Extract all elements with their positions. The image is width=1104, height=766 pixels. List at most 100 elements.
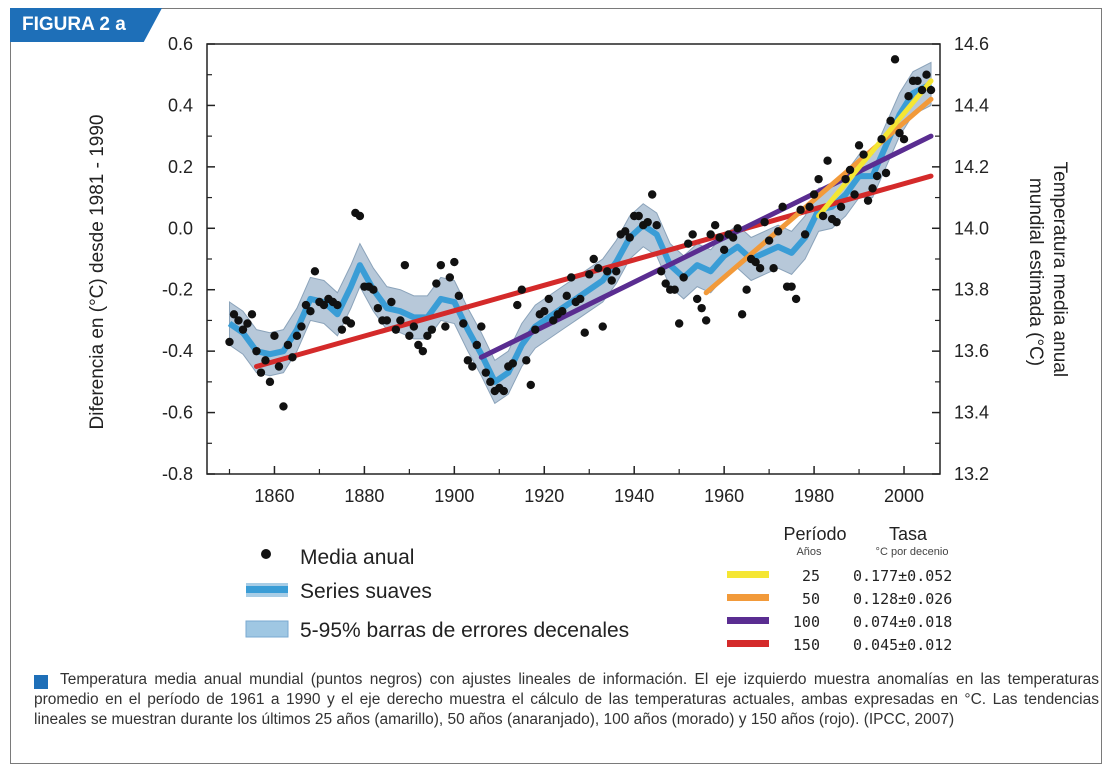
- trend-line-25: [816, 78, 934, 219]
- annual-mean-point: [522, 356, 531, 365]
- smooth-series-layer: [227, 81, 933, 385]
- annual-mean-point: [234, 316, 243, 325]
- x-tick-label: 2000: [884, 486, 924, 506]
- annual-mean-point: [346, 319, 356, 328]
- annual-mean-point: [459, 319, 468, 328]
- annual-mean-point: [468, 362, 477, 371]
- annual-mean-point: [773, 227, 783, 236]
- axis-ticks-layer: 1860 1880 1900 1920 1940 1960 1980 2000 0.6 0.4 0.…: [162, 34, 989, 506]
- annual-mean-point: [719, 245, 729, 254]
- annual-mean-point: [558, 307, 567, 316]
- annual-mean-point: [796, 205, 805, 215]
- annual-mean-point: [805, 202, 814, 211]
- y-tick-label: 0.2: [168, 157, 193, 177]
- rate-value-150: 0.045±0.012: [853, 636, 952, 654]
- annual-mean-point: [728, 233, 738, 242]
- y-tick-label: -0.6: [162, 403, 193, 423]
- y2-tick-label: 14.6: [954, 34, 989, 54]
- annual-mean-point: [697, 303, 706, 313]
- annual-mean-point: [769, 264, 778, 273]
- rate-swatch-50: [727, 594, 769, 601]
- y2-axis-title-line2: mundial estimada (°C): [1025, 178, 1046, 366]
- trend-line-50: [703, 96, 934, 296]
- annual-mean-point: [634, 211, 643, 221]
- annual-mean-point: [472, 340, 482, 350]
- x-tick-label: 1940: [614, 486, 654, 506]
- annual-mean-point: [283, 340, 293, 350]
- y2-tick-label: 14.0: [954, 218, 989, 238]
- annual-mean-point: [486, 377, 495, 387]
- rates-sub-rate: °C por decenio: [876, 546, 949, 558]
- annual-mean-point: [886, 116, 895, 125]
- annual-mean-point: [481, 368, 491, 377]
- annual-mean-point: [562, 291, 571, 301]
- y-tick-label: 0.4: [168, 95, 193, 115]
- annual-mean-point: [369, 285, 378, 294]
- annual-mean-point: [580, 328, 589, 337]
- annual-mean-point: [414, 340, 423, 350]
- annual-mean-point: [319, 300, 329, 310]
- annual-mean-point: [706, 230, 715, 239]
- annual-mean-point: [913, 76, 922, 86]
- annual-mean-point: [625, 233, 634, 242]
- annual-mean-point: [733, 224, 742, 233]
- y-tick-label: -0.8: [162, 464, 193, 484]
- plot-area-frame: [206, 43, 941, 475]
- annual-mean-dots-layer: [225, 55, 936, 411]
- annual-mean-point: [917, 85, 927, 95]
- annual-mean-point: [863, 196, 873, 205]
- annual-mean-point: [755, 264, 765, 273]
- annual-mean-point: [229, 310, 239, 319]
- annual-mean-point: [764, 236, 774, 245]
- x-tick-label: 1980: [794, 486, 834, 506]
- annual-mean-point: [715, 233, 724, 242]
- annual-mean-point: [836, 202, 846, 211]
- annual-mean-point: [890, 55, 900, 64]
- y-tick-label: -0.4: [162, 341, 193, 361]
- x-tick-label: 1920: [524, 486, 564, 506]
- smooth-series-line: [227, 81, 933, 385]
- annual-mean-point: [423, 331, 432, 340]
- annual-mean-point: [540, 307, 549, 316]
- trend-line-150: [253, 173, 934, 369]
- legend-smooth-label: Series suaves: [300, 580, 432, 603]
- annual-mean-point: [436, 260, 446, 270]
- annual-mean-point: [544, 294, 553, 304]
- x-tick-label: 1880: [344, 486, 384, 506]
- legend-band-label: 5-95% barras de errores decenales: [300, 619, 629, 642]
- annual-mean-point: [279, 402, 288, 411]
- annual-mean-point: [454, 291, 464, 301]
- annual-mean-point: [737, 310, 747, 319]
- annual-mean-point: [297, 322, 306, 331]
- annual-mean-point: [652, 221, 661, 230]
- y2-axis-title-line1: Temperatura media anual: [1049, 162, 1070, 377]
- annual-mean-point: [823, 156, 832, 165]
- annual-mean-point: [427, 325, 437, 334]
- annual-mean-point: [688, 230, 697, 239]
- annual-mean-point: [405, 331, 414, 340]
- annual-mean-point: [288, 353, 297, 362]
- annual-mean-point: [621, 227, 630, 236]
- annual-mean-point: [247, 310, 257, 319]
- annual-mean-point: [818, 211, 828, 221]
- annual-mean-point: [904, 92, 913, 101]
- annual-mean-point: [567, 273, 576, 282]
- annual-mean-point: [594, 264, 603, 273]
- annual-mean-point: [589, 254, 598, 264]
- annual-mean-point: [809, 190, 819, 199]
- x-tick-label: 1860: [254, 486, 294, 506]
- rate-years-150: 150: [793, 636, 820, 654]
- annual-mean-point: [877, 135, 886, 144]
- annual-mean-point: [463, 356, 473, 365]
- y-tick-label: 0.6: [168, 34, 193, 54]
- annual-mean-point: [868, 184, 877, 193]
- annual-mean-point: [692, 294, 702, 304]
- rate-years-100: 100: [793, 613, 820, 631]
- annual-mean-point: [701, 316, 711, 325]
- annual-mean-point: [238, 325, 248, 334]
- annual-mean-point: [576, 294, 585, 304]
- annual-mean-point: [832, 217, 841, 227]
- annual-mean-point: [643, 217, 652, 227]
- figure-frame: [10, 8, 1102, 764]
- annual-mean-point: [261, 356, 270, 365]
